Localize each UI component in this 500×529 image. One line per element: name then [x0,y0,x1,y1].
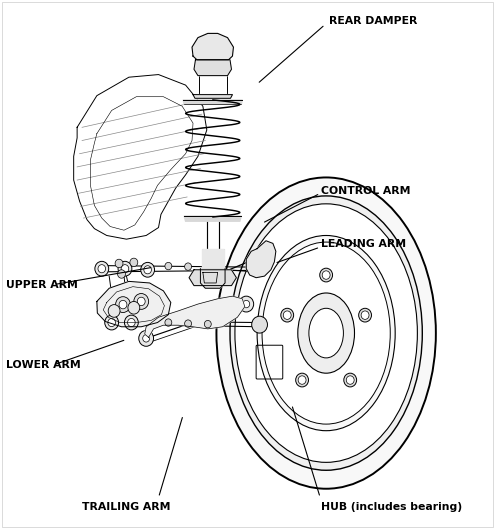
Polygon shape [200,269,225,288]
Text: TRAILING ARM: TRAILING ARM [82,502,170,512]
Polygon shape [183,100,242,104]
Circle shape [249,260,265,277]
Circle shape [204,263,212,271]
Text: LOWER ARM: LOWER ARM [6,360,80,370]
Ellipse shape [257,235,395,431]
Circle shape [243,300,250,308]
Polygon shape [203,272,218,283]
Circle shape [128,318,135,326]
Polygon shape [193,95,232,98]
Ellipse shape [262,242,390,424]
Ellipse shape [230,196,422,470]
Circle shape [206,42,212,50]
Circle shape [104,315,118,330]
Polygon shape [74,75,207,239]
Circle shape [95,261,108,276]
Polygon shape [194,60,232,76]
Circle shape [138,297,145,306]
Circle shape [220,42,227,50]
Circle shape [204,321,212,328]
Circle shape [116,297,130,313]
Polygon shape [184,216,242,221]
Circle shape [201,279,207,286]
Polygon shape [246,241,276,278]
Circle shape [320,268,332,282]
Circle shape [281,308,293,322]
Circle shape [119,300,127,309]
Ellipse shape [298,293,354,373]
Circle shape [213,42,220,50]
Circle shape [218,279,224,286]
Circle shape [108,318,116,326]
Circle shape [218,274,224,280]
Text: REAR DAMPER: REAR DAMPER [328,16,417,26]
Circle shape [108,305,120,317]
Circle shape [201,274,207,280]
Circle shape [284,311,291,320]
Polygon shape [144,296,245,338]
Circle shape [198,42,205,50]
Circle shape [98,264,106,273]
Circle shape [298,376,306,384]
Circle shape [165,319,172,326]
Ellipse shape [309,308,344,358]
Circle shape [130,258,138,267]
Ellipse shape [216,177,436,489]
Circle shape [239,296,254,312]
Text: CONTROL ARM: CONTROL ARM [321,186,410,196]
Polygon shape [192,33,234,60]
Circle shape [346,376,354,384]
Circle shape [134,294,148,309]
Circle shape [118,261,132,276]
Circle shape [118,270,126,278]
Circle shape [124,315,138,330]
Circle shape [128,302,140,314]
Circle shape [322,271,330,279]
Ellipse shape [235,204,418,462]
Polygon shape [202,249,224,270]
Circle shape [184,320,192,327]
Circle shape [142,335,150,342]
Circle shape [121,264,129,273]
Circle shape [252,316,268,333]
Circle shape [140,262,154,277]
Circle shape [165,262,172,270]
Text: UPPER ARM: UPPER ARM [6,279,78,289]
Circle shape [139,331,154,346]
Circle shape [358,308,372,322]
Circle shape [115,259,123,268]
Text: LEADING ARM: LEADING ARM [321,240,406,250]
Circle shape [344,373,356,387]
Circle shape [144,266,152,274]
Circle shape [184,263,192,270]
Circle shape [361,311,369,320]
Text: HUB (includes bearing): HUB (includes bearing) [321,502,462,512]
Polygon shape [97,281,171,327]
Circle shape [296,373,308,387]
Polygon shape [189,270,236,286]
